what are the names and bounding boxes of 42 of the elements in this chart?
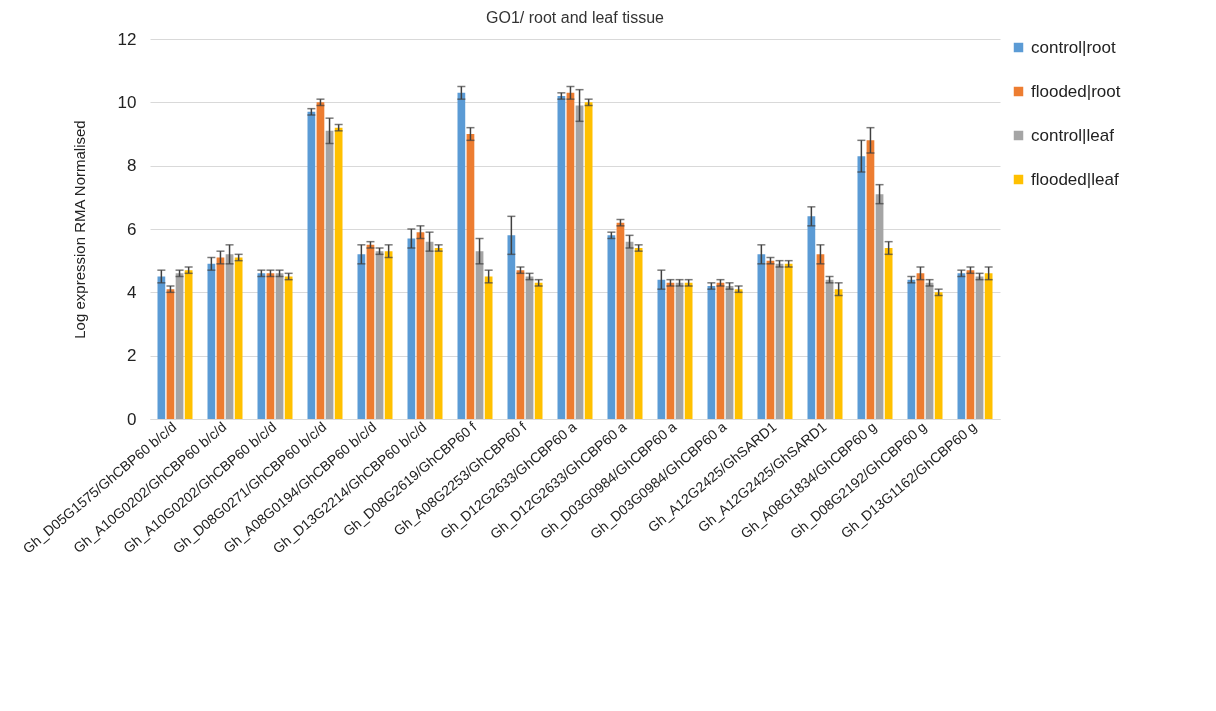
bar (807, 216, 816, 419)
bar (425, 241, 434, 419)
bar (875, 194, 884, 419)
y-tick-label: 12 (117, 29, 137, 49)
bar (384, 251, 393, 419)
bar (216, 257, 225, 419)
legend-label: control|leaf (1031, 125, 1115, 145)
y-tick-label: 4 (127, 282, 137, 302)
chart-title: GO1/ root and leaf tissue (486, 9, 665, 26)
bar (407, 238, 416, 419)
bar (225, 254, 234, 419)
bar (325, 130, 334, 419)
bar (416, 232, 425, 419)
bar (884, 248, 893, 419)
bar (207, 263, 216, 419)
y-tick-label: 6 (127, 219, 137, 239)
bar (475, 251, 484, 419)
y-tick-label: 2 (127, 346, 137, 366)
bar (357, 254, 366, 419)
legend-label: flooded|root (1031, 81, 1121, 101)
bar (857, 156, 866, 419)
bar (834, 289, 843, 419)
bar (916, 273, 925, 419)
bar (466, 134, 475, 419)
bar (657, 279, 666, 419)
bar (816, 254, 825, 419)
y-tick-label: 10 (117, 92, 137, 112)
bar (157, 276, 166, 419)
bar (566, 92, 575, 419)
bar (575, 105, 584, 419)
legend-label: flooded|leaf (1031, 169, 1119, 189)
bar (984, 273, 993, 419)
y-axis-title: Log expression RMA Normalised (70, 120, 88, 339)
y-tick-label: 8 (127, 156, 137, 176)
y-tick-label: 0 (127, 409, 137, 429)
bar (757, 254, 766, 419)
bar (507, 235, 516, 419)
bar (866, 140, 875, 419)
legend-label: control|root (1031, 37, 1117, 57)
bar (625, 241, 634, 419)
bar (457, 92, 466, 419)
bar (484, 276, 493, 419)
